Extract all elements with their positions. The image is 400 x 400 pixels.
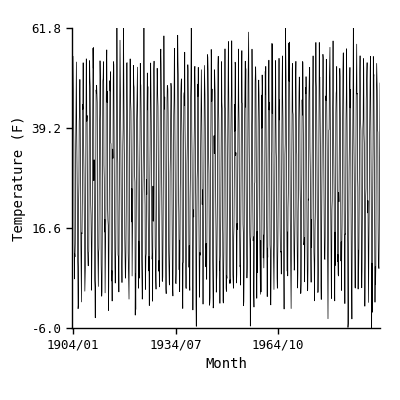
X-axis label: Month: Month [205, 357, 247, 371]
Y-axis label: Temperature (F): Temperature (F) [12, 115, 26, 241]
